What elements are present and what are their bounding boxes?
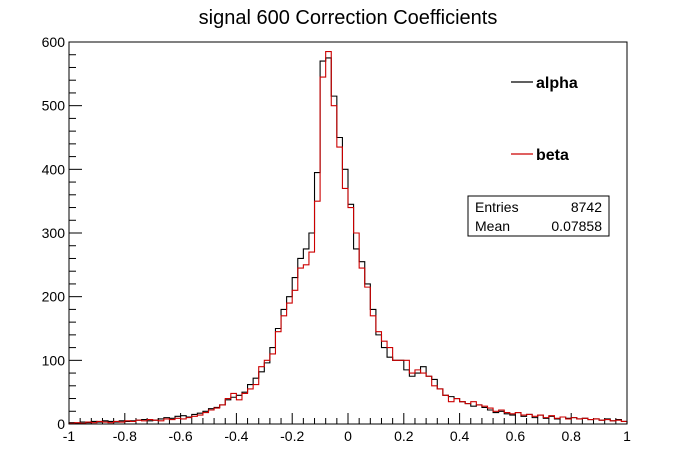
y-tick-label: 200: [42, 289, 66, 305]
y-tick-label: 100: [42, 352, 66, 368]
x-tick-label: 1: [623, 428, 631, 444]
x-tick-label: -0.6: [169, 428, 193, 444]
series-alpha-line: [68, 57, 628, 424]
x-tick-label: -0.2: [280, 428, 304, 444]
axis-ticks: [68, 41, 628, 425]
axis-tick-labels: -1 -0.8 -0.6 -0.4 -0.2 0 0.2 0.4 0.6 0.8 1 0 100 200 3…: [42, 34, 631, 444]
chart-title: signal 600 Correction Coefficients: [199, 7, 498, 29]
x-tick-label: 0: [344, 428, 352, 444]
legend: alpha beta: [511, 75, 578, 164]
x-tick-label: 0.4: [450, 428, 470, 444]
stats-box: Entries 8742 Mean 0.07858: [467, 195, 610, 237]
stats-entries-label: Entries: [475, 199, 519, 215]
stats-mean-label: Mean: [475, 218, 510, 234]
x-tick-label: -1: [63, 428, 76, 444]
y-tick-label: 0: [57, 416, 65, 432]
x-tick-label: 0.8: [561, 428, 581, 444]
x-tick-label: 0.6: [506, 428, 526, 444]
series-beta-line: [68, 51, 628, 424]
x-tick-label: -0.4: [224, 428, 248, 444]
x-tick-label: -0.8: [113, 428, 137, 444]
stats-box-frame: [467, 195, 610, 237]
y-tick-label: 500: [42, 98, 66, 114]
x-tick-label: 0.2: [394, 428, 414, 444]
legend-label-alpha: alpha: [536, 75, 578, 92]
series-layer: [68, 51, 628, 424]
plot-frame: [68, 41, 628, 425]
stats-entries-value: 8742: [571, 199, 602, 215]
y-tick-label: 400: [42, 161, 66, 177]
legend-label-beta: beta: [536, 147, 569, 164]
stats-mean-value: 0.07858: [551, 218, 602, 234]
y-tick-label: 600: [42, 34, 66, 50]
y-tick-label: 300: [42, 225, 66, 241]
